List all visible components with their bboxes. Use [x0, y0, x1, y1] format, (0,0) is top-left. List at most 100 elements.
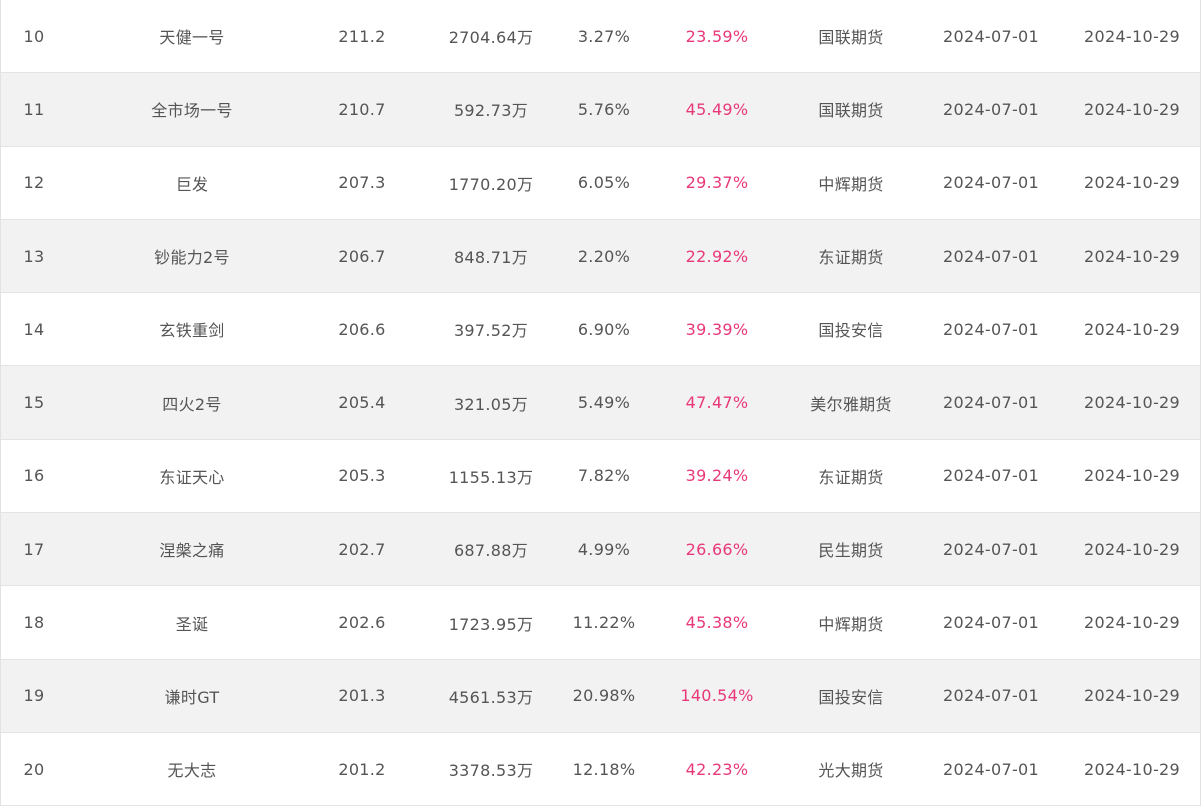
account-name-cell: 全市场一号 [151, 101, 233, 121]
rank-cell: 17 [23, 539, 45, 559]
rank-cell: 18 [23, 613, 45, 633]
start-date-cell: 2024-07-01 [943, 539, 1039, 559]
start-date-cell: 2024-07-01 [943, 466, 1039, 486]
end-date-cell: 2024-10-29 [1084, 613, 1180, 633]
drawdown-cell: 5.76% [577, 99, 631, 119]
table-row: 19 谦时GT 201.3 4561.53万 20.98% 140.54% 国投… [1, 659, 1200, 733]
table-row: 13 钞能力2号 206.7 848.71万 2.20% 22.92% 东证期货… [1, 219, 1200, 294]
return-cell: 45.38% [685, 613, 749, 633]
drawdown-cell: 6.90% [577, 319, 631, 339]
account-name-cell: 四火2号 [162, 394, 222, 414]
scale-cell: 3378.53万 [448, 761, 534, 781]
start-date-cell: 2024-07-01 [943, 173, 1039, 193]
return-cell: 39.39% [685, 319, 749, 339]
drawdown-cell: 3.27% [577, 26, 631, 46]
return-cell: 26.66% [685, 539, 749, 559]
drawdown-cell: 7.82% [577, 466, 631, 486]
account-name-cell: 东证天心 [159, 467, 225, 487]
rank-cell: 13 [23, 246, 45, 266]
scale-cell: 4561.53万 [448, 687, 534, 707]
account-name-cell: 钞能力2号 [154, 248, 230, 268]
table-row: 20 无大志 201.2 3378.53万 12.18% 42.23% 光大期货… [1, 733, 1200, 806]
rank-cell: 11 [23, 99, 45, 119]
account-name-cell: 谦时GT [164, 687, 220, 707]
drawdown-cell: 5.49% [577, 393, 631, 413]
account-name-cell: 玄铁重剑 [159, 321, 225, 341]
table-row: 16 东证天心 205.3 1155.13万 7.82% 39.24% 东证期货… [1, 440, 1200, 514]
score-cell: 201.2 [338, 759, 386, 779]
return-cell: 45.49% [685, 99, 749, 119]
end-date-cell: 2024-10-29 [1084, 393, 1180, 413]
start-date-cell: 2024-07-01 [943, 393, 1039, 413]
rank-cell: 16 [23, 466, 45, 486]
drawdown-cell: 2.20% [577, 246, 631, 266]
scale-cell: 1770.20万 [448, 174, 534, 194]
return-cell: 140.54% [680, 686, 754, 706]
score-cell: 201.3 [338, 686, 386, 706]
account-name-cell: 天健一号 [159, 28, 225, 48]
end-date-cell: 2024-10-29 [1084, 319, 1180, 339]
drawdown-cell: 6.05% [577, 173, 631, 193]
drawdown-cell: 11.22% [572, 613, 636, 633]
scale-cell: 397.52万 [453, 321, 529, 341]
rank-cell: 10 [23, 26, 45, 46]
broker-cell: 民生期货 [818, 541, 884, 561]
broker-cell: 东证期货 [818, 248, 884, 268]
start-date-cell: 2024-07-01 [943, 686, 1039, 706]
table-row: 11 全市场一号 210.7 592.73万 5.76% 45.49% 国联期货… [1, 73, 1200, 147]
return-cell: 39.24% [685, 466, 749, 486]
end-date-cell: 2024-10-29 [1084, 99, 1180, 119]
table-row: 18 圣诞 202.6 1723.95万 11.22% 45.38% 中辉期货 … [1, 586, 1200, 660]
broker-cell: 中辉期货 [818, 174, 884, 194]
score-cell: 210.7 [338, 99, 386, 119]
rank-cell: 12 [23, 173, 45, 193]
score-cell: 206.7 [338, 246, 386, 266]
scale-cell: 2704.64万 [448, 28, 534, 48]
return-cell: 29.37% [685, 173, 749, 193]
table-row: 17 涅槃之痛 202.7 687.88万 4.99% 26.66% 民生期货 … [1, 513, 1200, 587]
start-date-cell: 2024-07-01 [943, 99, 1039, 119]
scale-cell: 687.88万 [453, 541, 529, 561]
score-cell: 205.3 [338, 466, 386, 486]
score-cell: 205.4 [338, 393, 386, 413]
score-cell: 211.2 [338, 26, 386, 46]
end-date-cell: 2024-10-29 [1084, 246, 1180, 266]
rank-cell: 15 [23, 393, 45, 413]
end-date-cell: 2024-10-29 [1084, 686, 1180, 706]
start-date-cell: 2024-07-01 [943, 26, 1039, 46]
start-date-cell: 2024-07-01 [943, 319, 1039, 339]
end-date-cell: 2024-10-29 [1084, 26, 1180, 46]
return-cell: 22.92% [685, 246, 749, 266]
start-date-cell: 2024-07-01 [943, 613, 1039, 633]
scale-cell: 321.05万 [453, 394, 529, 414]
end-date-cell: 2024-10-29 [1084, 539, 1180, 559]
broker-cell: 国投安信 [818, 321, 884, 341]
drawdown-cell: 4.99% [577, 539, 631, 559]
rank-cell: 20 [23, 759, 45, 779]
end-date-cell: 2024-10-29 [1084, 759, 1180, 779]
broker-cell: 东证期货 [818, 467, 884, 487]
end-date-cell: 2024-10-29 [1084, 466, 1180, 486]
return-cell: 23.59% [685, 26, 749, 46]
broker-cell: 国联期货 [818, 28, 884, 48]
scale-cell: 1155.13万 [448, 467, 534, 487]
broker-cell: 国联期货 [818, 101, 884, 121]
rank-cell: 14 [23, 319, 45, 339]
table-row: 12 巨发 207.3 1770.20万 6.05% 29.37% 中辉期货 2… [1, 147, 1200, 220]
drawdown-cell: 12.18% [572, 759, 636, 779]
account-name-cell: 圣诞 [175, 614, 209, 634]
broker-cell: 美尔雅期货 [810, 394, 892, 414]
score-cell: 202.6 [338, 613, 386, 633]
return-cell: 47.47% [685, 393, 749, 413]
score-cell: 207.3 [338, 173, 386, 193]
start-date-cell: 2024-07-01 [943, 759, 1039, 779]
scale-cell: 1723.95万 [448, 614, 534, 634]
scale-cell: 848.71万 [453, 248, 529, 268]
account-name-cell: 无大志 [167, 761, 217, 781]
end-date-cell: 2024-10-29 [1084, 173, 1180, 193]
score-cell: 206.6 [338, 319, 386, 339]
table-row: 14 玄铁重剑 206.6 397.52万 6.90% 39.39% 国投安信 … [1, 293, 1200, 367]
account-name-cell: 巨发 [175, 174, 209, 194]
drawdown-cell: 20.98% [572, 686, 636, 706]
